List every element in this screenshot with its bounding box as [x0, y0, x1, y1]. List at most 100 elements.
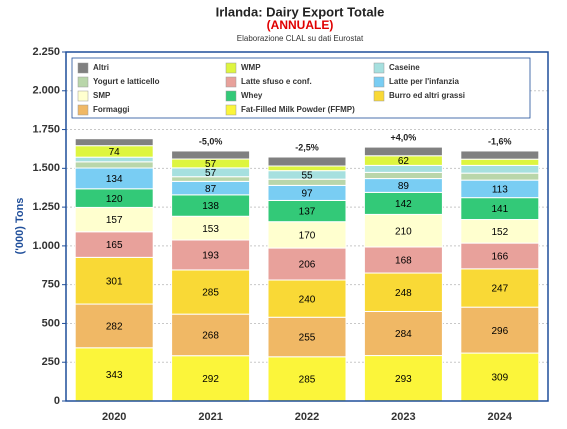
bar-segment: [460, 268, 540, 308]
data-label: 57: [205, 168, 217, 179]
data-label: 141: [491, 204, 508, 215]
data-label: 255: [299, 333, 316, 344]
bar-segment: [74, 303, 154, 349]
data-label: 284: [395, 329, 412, 340]
y-tick-label: 750: [42, 279, 60, 291]
data-label: 57: [205, 159, 217, 170]
data-label: 285: [202, 288, 219, 299]
legend-label: Latte per l'infanzia: [389, 77, 459, 86]
y-tick-label: 1.500: [32, 162, 60, 174]
legend-swatch: [225, 90, 237, 102]
annotation: -5,0%: [199, 136, 223, 146]
data-label: 268: [202, 331, 219, 342]
bar-segment: [460, 352, 540, 402]
data-label: 240: [299, 294, 316, 305]
bar-segment: [171, 355, 251, 402]
bar-segment: [363, 213, 443, 248]
legend-box: [71, 57, 531, 119]
bar-segment: [363, 311, 443, 357]
data-label: 285: [299, 375, 316, 386]
annotation: -1,6%: [488, 136, 512, 146]
data-label: 138: [202, 201, 219, 212]
y-tick-label: 500: [42, 317, 60, 329]
legend-label: WMP: [241, 63, 261, 72]
y-tick-label: 250: [42, 356, 60, 368]
bar-segment: [363, 246, 443, 274]
data-label: 137: [299, 207, 316, 218]
x-tick-label: 2020: [102, 411, 126, 423]
legend-label: SMP: [93, 91, 111, 100]
legend-label: Formaggi: [93, 105, 129, 114]
y-tick-label: 2.000: [32, 85, 60, 97]
y-tick-label: 1.000: [32, 240, 60, 252]
x-tick-label: 2024: [488, 411, 513, 423]
data-label: 165: [106, 240, 123, 251]
bar-segment: [74, 256, 154, 305]
legend-swatch: [77, 104, 89, 116]
legend-label: Yogurt e latticello: [93, 77, 160, 86]
data-label: 301: [106, 276, 123, 287]
y-tick-label: 2.250: [32, 46, 60, 58]
data-label: 210: [395, 226, 412, 237]
data-label: 113: [492, 185, 508, 196]
legend-label: Caseine: [389, 63, 420, 72]
data-label: 142: [395, 199, 412, 210]
bar-segment: [74, 231, 154, 258]
bar-segment: [74, 138, 154, 147]
data-label: 193: [202, 251, 219, 262]
data-label: 292: [202, 374, 219, 385]
data-label: 134: [106, 174, 123, 185]
legend-swatch: [373, 76, 385, 88]
legend-swatch: [373, 90, 385, 102]
data-label: 87: [205, 184, 217, 195]
data-label: 247: [491, 284, 508, 295]
y-axis-label: ('000) Tons: [14, 198, 26, 255]
data-label: 282: [106, 322, 123, 333]
legend-swatch: [77, 62, 89, 74]
data-label: 309: [491, 373, 508, 384]
bar-segment: [267, 279, 347, 318]
data-label: 97: [301, 189, 313, 200]
legend-label: Whey: [241, 91, 263, 100]
data-label: 293: [395, 374, 412, 385]
legend-swatch: [77, 90, 89, 102]
bar-segment: [363, 272, 443, 313]
data-label: 206: [299, 260, 316, 271]
data-label: 166: [491, 252, 508, 263]
data-label: 74: [109, 147, 121, 158]
data-label: 120: [106, 194, 123, 205]
legend-label: Burro ed altri grassi: [389, 91, 465, 100]
bar-segment: [267, 316, 347, 358]
data-label: 343: [106, 370, 123, 381]
bar-segment: [267, 165, 347, 172]
x-tick-label: 2023: [391, 411, 415, 423]
y-tick-label: 1.250: [32, 201, 60, 213]
bar-segment: [460, 158, 540, 166]
x-tick-label: 2021: [198, 411, 222, 423]
data-label: 248: [395, 288, 412, 299]
data-label: 62: [398, 156, 410, 167]
annotation: +4,0%: [391, 132, 417, 142]
bar-segment: [267, 356, 347, 402]
legend-swatch: [225, 76, 237, 88]
annotation: -2,5%: [295, 142, 319, 152]
data-label: 170: [299, 231, 316, 242]
plot-frame: [65, 51, 549, 402]
legend-label: Latte sfuso e conf.: [241, 77, 312, 86]
data-label: 89: [398, 181, 410, 192]
bar-segment: [171, 150, 251, 160]
y-tick-label: 1.750: [32, 123, 60, 135]
bar-segment: [267, 247, 347, 281]
chart-title: Irlanda: Dairy Export Totale: [216, 4, 385, 19]
data-label: 296: [491, 326, 508, 337]
chart-subtitle: (ANNUALE): [267, 18, 334, 32]
x-tick-label: 2022: [295, 411, 319, 423]
bar-segment: [74, 161, 154, 169]
bar-segment: [267, 156, 347, 167]
legend-label: Altri: [93, 63, 109, 72]
legend-swatch: [77, 76, 89, 88]
legend-swatch: [225, 62, 237, 74]
legend-label: Fat-Filled Milk Powder (FFMP): [241, 105, 355, 114]
bar-segment: [171, 313, 251, 357]
